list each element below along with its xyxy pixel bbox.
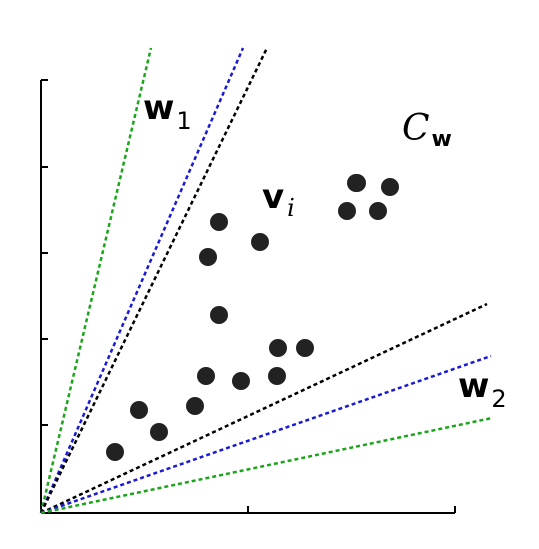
- data-point: [210, 306, 228, 324]
- data-point: [269, 339, 287, 357]
- data-point: [347, 174, 365, 192]
- label-w2: w2: [458, 366, 507, 413]
- label-w2-sub: 2: [491, 385, 506, 413]
- label-vi-sub: i: [287, 194, 295, 222]
- label-w1: w1: [143, 88, 192, 135]
- data-point: [268, 367, 286, 385]
- data-point: [130, 401, 148, 419]
- data-point: [197, 367, 215, 385]
- data-point: [186, 397, 204, 415]
- label-w1-sub: 1: [176, 107, 191, 135]
- label-vi-base: v: [262, 177, 284, 217]
- data-point: [381, 178, 399, 196]
- direction-lines: [39, 47, 493, 515]
- data-point: [199, 248, 217, 266]
- axes: [40, 79, 456, 514]
- data-point: [296, 339, 314, 357]
- data-point: [251, 233, 269, 251]
- direction-line-green: [40, 416, 493, 515]
- label-w2-base: w: [458, 366, 489, 406]
- direction-line-black: [39, 47, 269, 514]
- data-point: [338, 202, 356, 220]
- data-point: [150, 423, 168, 441]
- direction-line-black: [40, 302, 488, 515]
- label-cw-sub: w: [432, 127, 452, 152]
- data-point: [369, 202, 387, 220]
- data-point: [210, 213, 228, 231]
- label-w1-base: w: [143, 88, 174, 128]
- direction-line-green: [39, 47, 153, 514]
- direction-line-blue: [40, 354, 492, 515]
- direction-line-blue: [39, 47, 245, 514]
- data-point: [232, 372, 250, 390]
- data-point: [106, 443, 124, 461]
- label-cw-base: C: [402, 108, 430, 149]
- label-cw: Cw: [402, 108, 452, 152]
- data-points: [106, 174, 399, 461]
